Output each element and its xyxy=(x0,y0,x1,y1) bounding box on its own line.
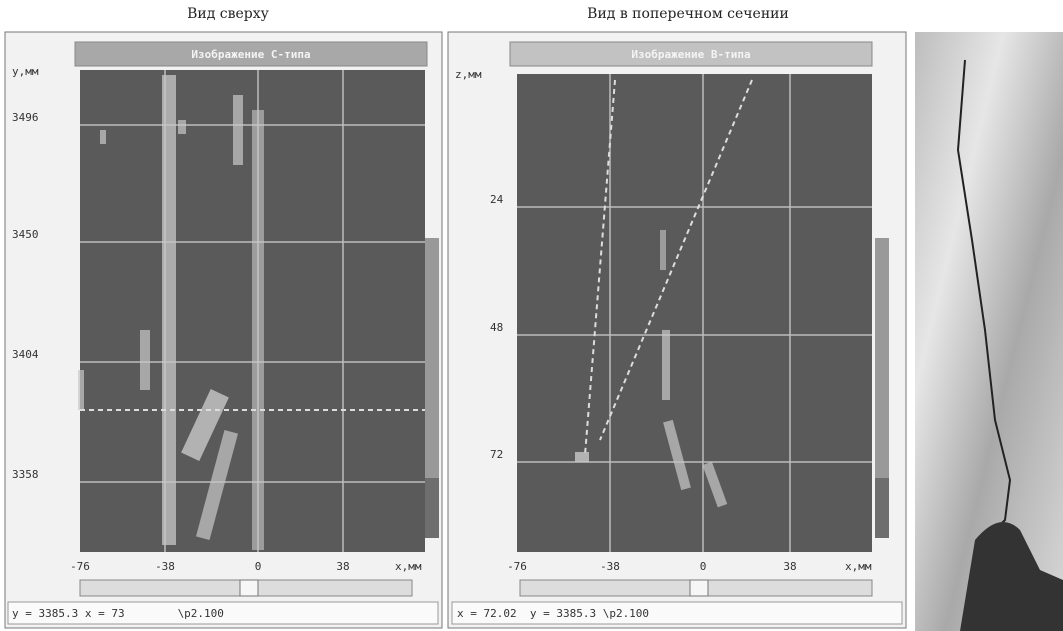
status-bar xyxy=(451,601,903,625)
x-tick-label: -38 xyxy=(155,560,175,573)
scroll-thumb[interactable] xyxy=(239,579,259,597)
status-text: x = 72.02 y = 3385.3 \p2.100 xyxy=(457,607,649,620)
axis-label: z,мм xyxy=(455,68,482,81)
color-scale xyxy=(875,238,889,538)
scroll-thumb[interactable] xyxy=(689,579,709,597)
caption: Вид в поперечном сечении xyxy=(587,6,789,22)
color-scale-dark xyxy=(425,478,439,538)
axis-label: x,мм xyxy=(395,560,422,573)
c-scan-window xyxy=(4,31,443,629)
beam-lines xyxy=(584,79,753,456)
title-bar xyxy=(509,41,873,67)
x-tick-label: -38 xyxy=(600,560,620,573)
caption: Вид сверху xyxy=(187,6,270,22)
photo xyxy=(915,32,1063,631)
y-tick-label: 72 xyxy=(490,448,503,461)
y-tick-label: 3450 xyxy=(12,228,39,241)
y-tick-label: 3404 xyxy=(12,348,39,361)
x-tick-label: 0 xyxy=(255,560,262,573)
title-bar xyxy=(74,41,428,67)
color-scale-dark xyxy=(875,478,889,538)
panel-title: Изображение C-типа xyxy=(191,48,310,61)
axis-label: y,мм xyxy=(12,65,39,78)
indications xyxy=(78,75,264,550)
y-tick-label: 3496 xyxy=(12,111,39,124)
plot-area xyxy=(517,74,872,552)
x-tick-label: 0 xyxy=(700,560,707,573)
indications xyxy=(575,230,728,508)
x-tick-label: 38 xyxy=(783,560,796,573)
status-bar xyxy=(7,601,439,625)
panel-title: Изображение B-типа xyxy=(631,48,750,61)
y-tick-label: 48 xyxy=(490,321,503,334)
axis-label: x,мм xyxy=(845,560,872,573)
color-scale xyxy=(425,238,439,538)
y-tick-label: 3358 xyxy=(12,468,39,481)
x-tick-label: -76 xyxy=(70,560,90,573)
x-tick-label: -76 xyxy=(507,560,527,573)
status-text: y = 3385.3 x = 73 \p2.100 xyxy=(12,607,224,620)
y-tick-label: 24 xyxy=(490,193,504,206)
x-tick-label: 38 xyxy=(336,560,349,573)
crack-root xyxy=(960,522,1063,631)
b-scan-window xyxy=(447,31,907,629)
